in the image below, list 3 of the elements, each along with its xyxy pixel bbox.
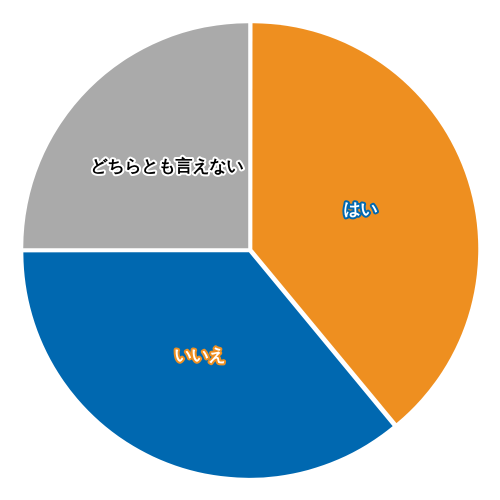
slice-label: どちらとも言えない [90, 156, 244, 176]
slice-label: いいえ [174, 346, 226, 366]
slice-label: はい [344, 200, 378, 220]
